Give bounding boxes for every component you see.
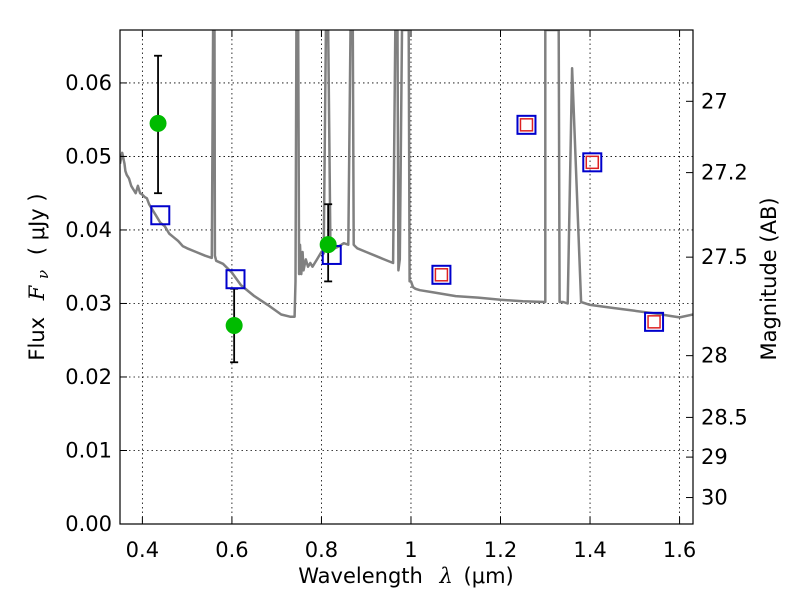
y-axis-label-symbol: F: [25, 284, 49, 301]
x-tick-label: 1.4: [573, 538, 606, 562]
y2-tick-label: 28.5: [701, 405, 748, 429]
model-band-square: [516, 114, 537, 135]
y-tick-label: 0.02: [65, 365, 112, 389]
y-tick-label: 0.03: [65, 291, 112, 315]
measured-band-square: [585, 155, 600, 170]
x-tick-label: 1.2: [484, 538, 517, 562]
observed-flux-point: [149, 114, 167, 132]
x-tick-label: 1.6: [663, 538, 696, 562]
y-axis-label-subscript: ν: [34, 270, 52, 279]
x-axis-label-unit: (μm): [464, 564, 514, 588]
plot-area: [120, 30, 693, 524]
x-tick-label: 0.6: [215, 538, 248, 562]
measured-band-square: [647, 315, 661, 329]
plot-frame: [119, 29, 694, 525]
x-tick-label: 0.8: [305, 538, 338, 562]
plot-series: [120, 30, 693, 364]
y-tick-label: 0.00: [65, 512, 112, 536]
x-axis-label-symbol: λ: [439, 564, 453, 588]
y2-tick-label: 30: [701, 486, 728, 510]
model-band-square: [150, 205, 171, 226]
observed-flux-point: [319, 236, 337, 254]
model-band-square: [644, 311, 665, 332]
model-band-square: [225, 269, 246, 290]
y-tick-label: 0.06: [65, 71, 112, 95]
y2-tick-label: 27: [701, 89, 728, 113]
y-tick-label: 0.04: [65, 218, 112, 242]
x-axis-label: Wavelength λ (μm): [298, 564, 513, 588]
y-axis-label: Flux F ν ( μJy ): [25, 193, 53, 360]
model-band-square: [582, 152, 603, 173]
x-tick-label: 0.4: [126, 538, 159, 562]
y2-tick-label: 29: [701, 445, 728, 469]
plot-data: [120, 30, 693, 364]
y2-axis-label: Magnitude (AB): [757, 197, 781, 360]
y-tick-label: 0.05: [65, 144, 112, 168]
y2-tick-label: 28: [701, 344, 728, 368]
y-axis-label-unit: ( μJy ): [25, 193, 49, 255]
y2-tick-label: 27.2: [701, 161, 748, 185]
observed-flux-point: [225, 317, 243, 335]
y-axis-label-prefix: Flux: [25, 317, 49, 361]
x-axis-label-prefix: Wavelength: [298, 564, 423, 588]
measured-band-square: [434, 268, 449, 282]
y2-tick-label: 27.5: [701, 245, 748, 269]
measured-band-square: [519, 118, 534, 132]
y-tick-label: 0.01: [65, 438, 112, 462]
axis-ticks: 0.4 0.6 0.8 1 1.2 1.4 1.6 0.00 0.01 0.02 0.03 0.04 0…: [65, 30, 748, 562]
x-tick-label: 1: [404, 538, 417, 562]
model-band-square: [431, 264, 452, 285]
